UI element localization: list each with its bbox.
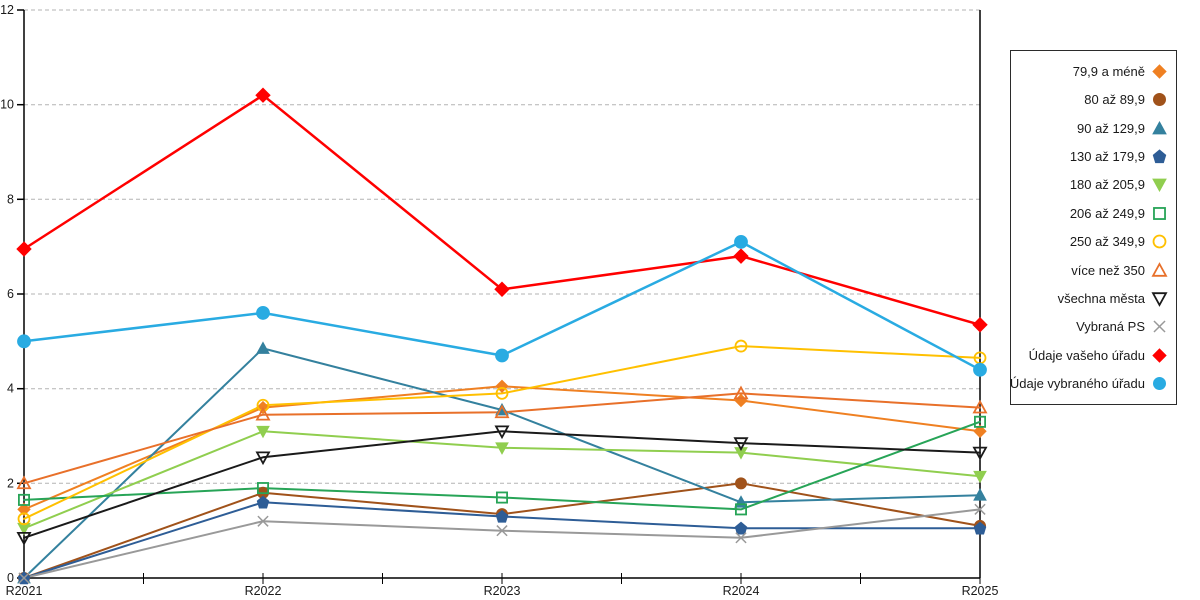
y-tick-label: 2 <box>7 476 14 490</box>
y-tick-label: 10 <box>0 98 14 112</box>
series-markers-10 <box>16 87 988 333</box>
legend-item-label: Údaje vašeho úřadu <box>1028 347 1145 363</box>
triangle-up-marker-icon <box>1151 261 1168 277</box>
square-marker-icon <box>1153 206 1166 220</box>
series-line-6 <box>23 345 981 520</box>
legend-item-label: 90 až 129,9 <box>1077 120 1145 136</box>
y-tick-label: 8 <box>7 192 14 206</box>
legend-item: Údaje vybraného úřadu <box>1010 375 1168 392</box>
series-line-8 <box>23 430 981 539</box>
legend-item-label: 250 až 349,9 <box>1069 234 1145 250</box>
x-tick-label: R2023 <box>484 584 521 598</box>
series-line-5 <box>23 420 981 511</box>
series-markers-4 <box>17 425 987 536</box>
circle-marker-icon <box>1153 93 1166 107</box>
series-markers-5 <box>17 415 987 516</box>
x-tick-label: R2022 <box>245 584 282 598</box>
legend-item: všechna města <box>1015 290 1168 307</box>
series-markers-3 <box>17 495 987 585</box>
x-marker-icon <box>1153 320 1166 333</box>
legend-item: 130 až 179,9 <box>1015 148 1168 165</box>
x-tick-label: R2021 <box>6 584 43 598</box>
legend-item: více než 350 <box>1015 261 1168 279</box>
y-axis: 0 2 4 6 8 10 12 <box>0 3 25 585</box>
x-tick-label: R2025 <box>962 584 999 598</box>
legend-item: 250 až 349,9 <box>1015 233 1168 250</box>
legend-item: 80 až 89,9 <box>1015 91 1168 108</box>
legend-item-label: Vybraná PS <box>1076 319 1145 335</box>
legend-item-label: všechna města <box>1057 290 1145 306</box>
y-tick-label: 6 <box>7 287 14 301</box>
triangle-down-marker-icon <box>1151 292 1168 307</box>
y-tick-label: 12 <box>0 3 14 17</box>
series-markers-8 <box>16 425 988 546</box>
legend-item-label: 79,9 a méně <box>1072 63 1145 79</box>
legend-item: 206 až 249,9 <box>1015 205 1168 222</box>
diamond-marker-icon <box>1152 348 1167 363</box>
legend-item: 79,9 a méně <box>1015 63 1168 80</box>
legend-item: 180 až 205,9 <box>1015 176 1168 193</box>
legend-item-label: více než 350 <box>1071 262 1145 278</box>
circle-marker-icon <box>1152 234 1167 249</box>
legend: 79,9 a méně 80 až 89,9 90 až 129,9 130 až 1… <box>1010 50 1177 405</box>
circle-marker-icon <box>1153 377 1166 391</box>
y-tick-label: 4 <box>7 382 14 396</box>
y-tick-label: 0 <box>7 571 14 585</box>
legend-item-label: 130 až 179,9 <box>1069 148 1145 164</box>
diamond-marker-icon <box>1152 63 1167 79</box>
legend-item-label: 206 až 249,9 <box>1069 205 1145 221</box>
legend-item-label: Údaje vybraného úřadu <box>1009 376 1145 392</box>
x-tick-label: R2024 <box>723 584 760 598</box>
pentagon-marker-icon <box>1152 149 1167 164</box>
legend-item: Vybraná PS <box>1015 318 1168 335</box>
triangle-up-marker-icon <box>1152 120 1167 134</box>
series-markers-11 <box>17 235 987 377</box>
legend-item-label: 180 až 205,9 <box>1069 177 1145 193</box>
x-axis: R2021 R2022 R2023 R2024 R2025 <box>6 10 999 598</box>
legend-item: 90 až 129,9 <box>1015 120 1168 137</box>
series-markers-9 <box>18 503 986 584</box>
series-markers-7 <box>16 385 988 490</box>
legend-item: Údaje vašeho úřadu <box>1015 347 1168 364</box>
legend-item-label: 80 až 89,9 <box>1084 92 1145 108</box>
triangle-down-marker-icon <box>1152 178 1167 193</box>
